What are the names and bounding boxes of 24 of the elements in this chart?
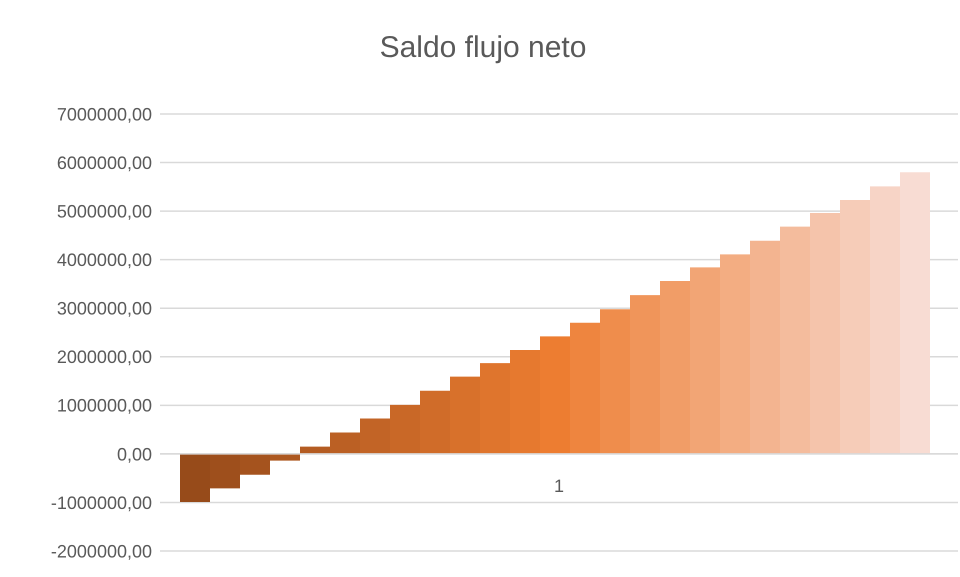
bar	[750, 240, 780, 454]
bar	[600, 309, 630, 454]
y-tick-label: 3000000,00	[56, 298, 152, 319]
y-tick-label: -2000000,00	[50, 541, 152, 562]
bar	[870, 186, 900, 454]
chart-title: Saldo flujo neto	[378, 30, 588, 66]
bar	[840, 200, 870, 454]
bar	[570, 322, 600, 454]
x-tick-label: 1	[554, 476, 564, 496]
bar	[690, 267, 720, 454]
bar	[660, 281, 690, 454]
bar	[630, 295, 660, 454]
y-tick-label: 2000000,00	[56, 347, 152, 368]
y-tick-label: 4000000,00	[56, 250, 152, 270]
y-tick-label: 0,00	[116, 444, 152, 464]
y-tick-label: 5000000,00	[56, 202, 152, 222]
bar	[900, 172, 930, 454]
y-tick-label: -1000000,00	[50, 492, 152, 513]
y-tick-label: 1000000,00	[56, 396, 152, 416]
y-tick-label: 6000000,00	[56, 152, 152, 173]
y-tick-label: 7000000,00	[56, 104, 152, 124]
bar	[780, 226, 810, 454]
bar	[720, 254, 750, 454]
bar	[810, 213, 840, 454]
